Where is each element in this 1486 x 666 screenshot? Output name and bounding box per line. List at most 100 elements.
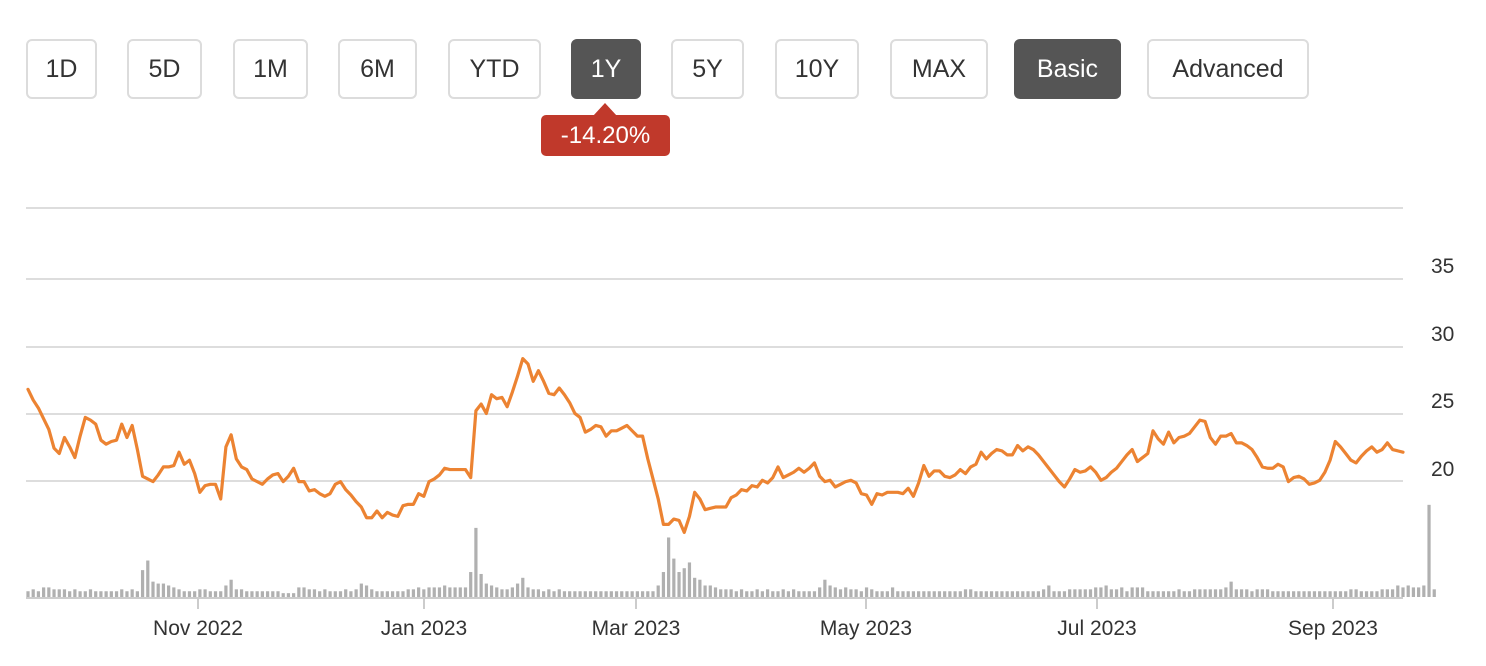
volume-bar: [917, 591, 921, 597]
volume-bar: [182, 591, 186, 597]
volume-bar: [578, 591, 582, 597]
volume-bar: [729, 589, 733, 597]
volume-bar: [370, 589, 374, 597]
volume-bar: [948, 591, 952, 597]
volume-bar: [1140, 587, 1145, 597]
x-tick-label: Nov 2022: [153, 617, 243, 640]
range-button-5d[interactable]: 5D: [127, 39, 202, 99]
volume-bar: [661, 572, 666, 597]
volume-bar: [630, 591, 634, 597]
range-button-max[interactable]: MAX: [890, 39, 988, 99]
volume-bar: [656, 585, 660, 597]
volume-bar: [755, 589, 759, 597]
volume-bar: [1083, 589, 1087, 597]
y-tick-label: 30: [1431, 323, 1454, 346]
volume-bar: [328, 591, 332, 597]
volume-bar: [818, 587, 822, 597]
price-chart: Nov 2022 Jan 2023 Mar 2023 May 2023 Jul 2023…: [26, 207, 1454, 640]
volume-bar: [1328, 591, 1332, 597]
volume-bar: [453, 587, 457, 597]
volume-bar: [536, 589, 541, 597]
volume-bar: [875, 591, 879, 597]
volume-bar: [1344, 591, 1348, 597]
x-axis: Nov 2022 Jan 2023 Mar 2023 May 2023 Jul 2023…: [26, 597, 1403, 640]
volume-bar: [802, 591, 806, 597]
volume-bar: [505, 589, 509, 597]
volume-bar: [1364, 591, 1369, 597]
x-tick-label: Jan 2023: [381, 617, 467, 640]
volume-bar: [1265, 589, 1270, 597]
volume-bar: [255, 591, 259, 597]
volume-bar: [281, 593, 285, 597]
volume-bar: [765, 589, 770, 597]
range-button-1d[interactable]: 1D: [26, 39, 97, 99]
volume-bar: [1099, 587, 1103, 597]
volume-bar: [594, 591, 598, 597]
volume-bar: [359, 583, 363, 597]
volume-bar: [380, 591, 384, 597]
y-tick-label: 35: [1431, 255, 1454, 278]
volume-bar: [1042, 589, 1046, 597]
range-button-1m[interactable]: 1M: [233, 39, 308, 99]
volume-bar: [1239, 589, 1244, 597]
volume-bar: [42, 587, 46, 597]
volume-bar: [1422, 585, 1426, 597]
range-button-1y[interactable]: 1Y: [571, 39, 641, 99]
volume-bar: [609, 591, 613, 597]
volume-bar: [1380, 589, 1384, 597]
volume-bar: [1177, 589, 1181, 597]
volume-bar: [265, 591, 270, 597]
mode-button-advanced[interactable]: Advanced: [1147, 39, 1309, 99]
range-button-ytd[interactable]: YTD: [448, 39, 541, 99]
volume-bar: [36, 591, 41, 597]
volume-bar: [489, 585, 494, 597]
volume-bar: [47, 587, 51, 597]
volume-bar: [958, 591, 962, 597]
volume-bar: [672, 558, 676, 597]
volume-bar: [109, 591, 113, 597]
volume-bar: [57, 589, 61, 597]
volume-bar: [583, 591, 587, 597]
volume-bar: [797, 591, 801, 597]
volume-bar: [713, 587, 718, 597]
volume-bar: [833, 587, 837, 597]
volume-bar: [614, 591, 619, 597]
volume-bar: [911, 591, 916, 597]
volume-bar: [1349, 589, 1353, 597]
volume-bar: [307, 589, 311, 597]
volume-bar: [719, 589, 723, 597]
mode-button-basic[interactable]: Basic: [1014, 39, 1121, 99]
volume-bar: [62, 589, 67, 597]
volume-bar: [208, 591, 212, 597]
volume-bar: [693, 577, 697, 597]
volume-bar: [1411, 587, 1416, 597]
volume-bar: [1245, 589, 1249, 597]
range-button-5y[interactable]: 5Y: [671, 39, 744, 99]
volume-bar: [88, 589, 93, 597]
range-button-6m[interactable]: 6M: [338, 39, 417, 99]
volume-bar: [297, 587, 301, 597]
volume-bar: [989, 591, 994, 597]
volume-bar: [974, 591, 978, 597]
volume-bar: [771, 591, 775, 597]
volume-bar: [234, 589, 238, 597]
volume-bar: [1302, 591, 1306, 597]
volume-bar: [26, 591, 30, 597]
volume-bar: [1260, 589, 1264, 597]
volume-bar: [1057, 591, 1061, 597]
volume-bar: [1250, 591, 1254, 597]
volume-bar: [812, 591, 817, 597]
volume-bar: [427, 587, 431, 597]
volume-bar: [318, 591, 322, 597]
volume-bar: [130, 589, 134, 597]
range-button-10y[interactable]: 10Y: [775, 39, 859, 99]
volume-bar: [828, 585, 832, 597]
volume-bar: [229, 579, 233, 597]
volume-bar: [437, 587, 442, 597]
y-tick-label: 25: [1431, 390, 1454, 413]
volume-bar: [1015, 591, 1020, 597]
volume-bar: [125, 591, 129, 597]
volume-bar: [1255, 589, 1259, 597]
volume-bar: [463, 587, 468, 597]
volume-bar: [901, 591, 905, 597]
